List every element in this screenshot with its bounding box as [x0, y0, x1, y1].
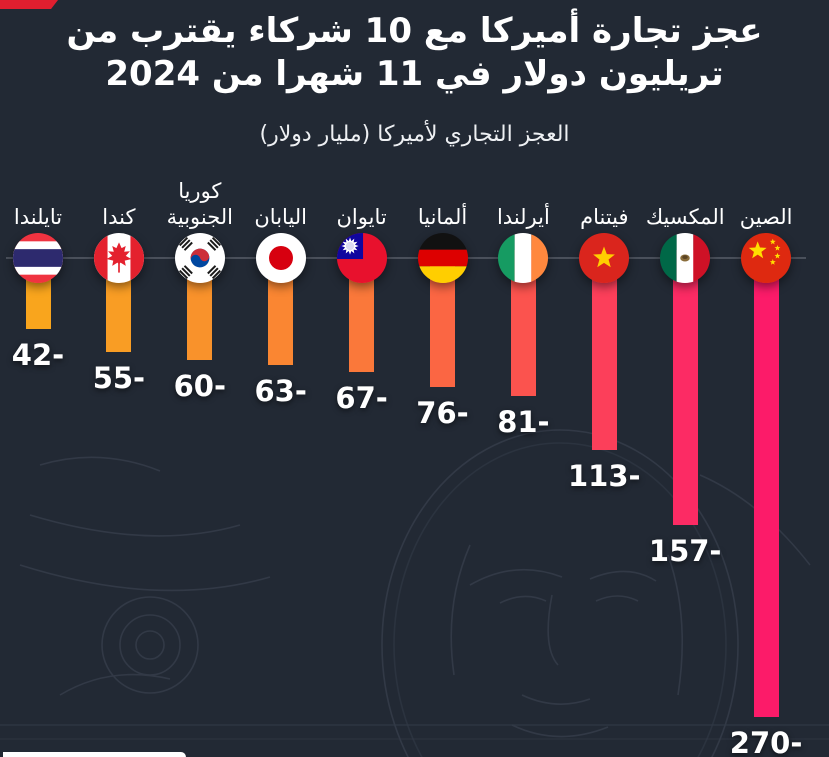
mexico-flag-icon — [660, 233, 711, 283]
dollar-bill-background-art — [0, 429, 829, 757]
country-label: ألمانيا — [417, 205, 468, 229]
deficit-bar-china — [753, 250, 779, 717]
value-label: 76- — [416, 396, 469, 431]
taiwan-flag-icon — [336, 233, 387, 283]
germany-flag-icon — [417, 233, 468, 283]
country-label: تايوان — [336, 205, 387, 229]
japan-flag-icon — [255, 233, 306, 283]
value-label: 63- — [254, 374, 307, 409]
value-label: 55- — [92, 360, 146, 395]
chart-subtitle: العجز التجاري لأميركا (مليار دولار) — [259, 122, 570, 147]
country-label: فيتنام — [580, 205, 629, 229]
country-label: الصين — [739, 205, 793, 229]
title-line-2: تريليون دولار في 11 شهرا من 2024 — [105, 54, 724, 94]
bottom-left-white-strip — [3, 752, 186, 757]
chart-baseline — [6, 257, 806, 259]
value-label: 270- — [729, 726, 803, 757]
south-korea-flag-icon — [174, 233, 225, 283]
value-label: 67- — [335, 380, 388, 415]
canada-flag-icon — [93, 233, 144, 283]
value-label: 42- — [11, 338, 65, 373]
country-label: كندا — [102, 205, 136, 229]
country-label: أيرلندا — [496, 205, 550, 229]
country-label: تايلندا — [13, 205, 63, 229]
top-left-red-strip — [0, 0, 58, 9]
country-label: المكسيك — [645, 205, 725, 229]
value-label: 81- — [497, 404, 550, 439]
country-label: اليابان — [254, 205, 308, 229]
value-label: 157- — [648, 533, 722, 568]
vietnam-flag-icon — [579, 233, 630, 283]
page-title: عجز تجارة أميركا مع 10 شركاء يقترب من تر… — [0, 10, 829, 96]
china-flag-icon — [741, 233, 792, 283]
title-line-1: عجز تجارة أميركا مع 10 شركاء يقترب من — [66, 11, 763, 51]
value-label: 60- — [173, 369, 226, 403]
deficit-bar-vietnam — [591, 250, 617, 451]
thailand-flag-icon — [13, 233, 63, 283]
value-label: 113- — [568, 459, 641, 494]
ireland-flag-icon — [498, 233, 549, 283]
country-label: كوريا الجنوبية — [166, 179, 234, 229]
deficit-bar-mexico — [672, 250, 698, 525]
